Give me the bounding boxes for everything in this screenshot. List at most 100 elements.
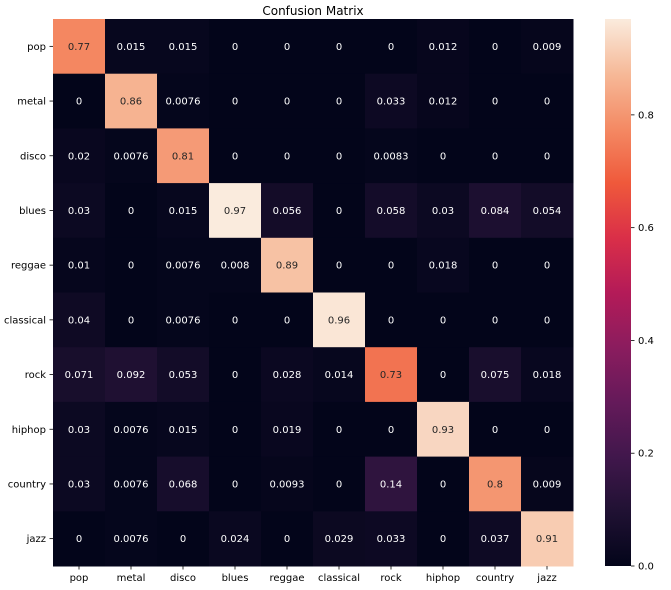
- heatmap-cell-jazz-pop: [53, 511, 106, 567]
- heatmap-cell-metal-hiphop: [417, 73, 470, 129]
- colorbar-tick-label-0: 0.0: [638, 562, 654, 573]
- cell-value-label-pop-classical: 0: [336, 42, 342, 53]
- cell-value-label-blues-hiphop: 0.03: [432, 206, 454, 217]
- cell-value-label-metal-rock: 0.033: [377, 97, 406, 108]
- heatmap-cell-disco-blues: [209, 128, 262, 184]
- heatmap-cell-reggae-jazz: [521, 237, 574, 293]
- cell-value-label-jazz-country: 0.037: [481, 534, 510, 545]
- cell-value-label-metal-pop: 0: [76, 97, 82, 108]
- heatmap-cell-hiphop-country: [469, 401, 522, 458]
- colorbar-tick-label-4: 0.8: [638, 110, 654, 121]
- heatmap-cell-disco-country: [469, 128, 522, 184]
- heatmap-cell-disco-classical: [313, 128, 366, 184]
- heatmap-cell-jazz-jazz: [521, 511, 574, 567]
- cell-value-label-jazz-rock: 0.033: [377, 534, 406, 545]
- heatmap-cell-disco-reggae: [261, 128, 314, 184]
- heatmap-cell-pop-pop: [53, 19, 106, 75]
- y-tick-label-metal: metal: [17, 97, 46, 108]
- cell-value-label-jazz-pop: 0: [76, 534, 82, 545]
- cell-value-label-rock-country: 0.075: [481, 370, 510, 381]
- heatmap-cell-metal-rock: [365, 73, 418, 129]
- heatmap-cell-pop-country: [469, 19, 522, 75]
- y-axis: pop metal disco blues reggae classical rock hip…: [4, 42, 53, 545]
- y-tick-label-classical: classical: [4, 315, 46, 326]
- heatmap-cell-classical-jazz: [521, 292, 574, 348]
- cell-value-label-disco-rock: 0.0083: [374, 151, 409, 162]
- heatmap-cell-blues-jazz: [521, 183, 574, 239]
- heatmap-cell-pop-hiphop: [417, 19, 470, 75]
- cell-value-label-hiphop-classical: 0: [336, 425, 342, 436]
- heatmap-cell-metal-metal: [105, 73, 158, 129]
- cell-value-label-pop-jazz: 0.009: [533, 42, 562, 53]
- cell-value-label-jazz-classical: 0.029: [325, 534, 354, 545]
- x-tick-label-classical: classical: [318, 573, 360, 584]
- heatmap-cell-jazz-country: [469, 511, 522, 567]
- cell-value-label-reggae-blues: 0.008: [221, 261, 250, 272]
- y-tick-label-reggae: reggae: [11, 261, 46, 272]
- heatmap-cell-country-metal: [105, 456, 158, 512]
- colorbar-tick-label-1: 0.2: [638, 449, 654, 460]
- x-tick-label-metal: metal: [117, 573, 146, 584]
- heatmap-cell-hiphop-rock: [365, 401, 418, 458]
- cell-value-label-country-blues: 0: [232, 479, 238, 490]
- heatmap-cell-hiphop-jazz: [521, 401, 574, 458]
- heatmap-cell-jazz-classical: [313, 511, 366, 567]
- cell-value-label-pop-hiphop: 0.012: [429, 42, 458, 53]
- cell-value-label-country-pop: 0.03: [68, 479, 90, 490]
- x-tick-label-jazz: jazz: [536, 573, 556, 584]
- cell-value-label-blues-pop: 0.03: [68, 206, 90, 217]
- heatmap-cell-reggae-pop: [53, 237, 106, 293]
- heatmap-cell-pop-disco: [157, 19, 210, 75]
- cell-value-label-country-hiphop: 0: [440, 479, 446, 490]
- cell-value-label-pop-rock: 0: [388, 42, 394, 53]
- cell-value-label-jazz-metal: 0.0076: [114, 534, 149, 545]
- y-tick-label-jazz: jazz: [26, 534, 46, 545]
- heatmap-cell-reggae-rock: [365, 237, 418, 293]
- heatmap-cell-blues-blues: [209, 183, 262, 239]
- heatmap-cell-labels: 0.77 0.015 0.015 0 0 0 0 0.012 0 0.009 0 0.86 0.0076…: [65, 42, 562, 545]
- heatmap-cell-pop-classical: [313, 19, 366, 75]
- colorbar-ticks: 0.0 0.2 0.4 0.6 0.8: [631, 110, 654, 573]
- cell-value-label-classical-country: 0: [492, 315, 498, 326]
- heatmap-cell-classical-pop: [53, 292, 106, 348]
- colorbar-tick-label-3: 0.6: [638, 223, 654, 234]
- heatmap-cell-rock-metal: [105, 347, 158, 403]
- cell-value-label-metal-country: 0: [492, 97, 498, 108]
- cell-value-label-pop-metal: 0.015: [117, 42, 146, 53]
- heatmap-cell-country-blues: [209, 456, 262, 512]
- x-axis: pop metal disco blues reggae classical rock hip…: [70, 566, 557, 584]
- cell-value-label-classical-jazz: 0: [544, 315, 550, 326]
- cell-value-label-hiphop-country: 0: [492, 425, 498, 436]
- heatmap-cell-metal-pop: [53, 73, 106, 129]
- heatmap-cell-disco-jazz: [521, 128, 574, 184]
- cell-value-label-rock-rock: 0.73: [380, 370, 402, 381]
- cell-value-label-blues-jazz: 0.054: [533, 206, 562, 217]
- cell-value-label-metal-jazz: 0: [544, 97, 550, 108]
- heatmap-cell-rock-hiphop: [417, 347, 470, 403]
- heatmap-cell-classical-metal: [105, 292, 158, 348]
- heatmap-cell-country-country: [469, 456, 522, 512]
- heatmap-cell-country-hiphop: [417, 456, 470, 512]
- heatmap-cell-hiphop-hiphop: [417, 401, 470, 458]
- heatmap-cell-pop-metal: [105, 19, 158, 75]
- cell-value-label-hiphop-metal: 0.0076: [114, 425, 149, 436]
- heatmap-cell-hiphop-pop: [53, 401, 106, 458]
- x-tick-label-pop: pop: [70, 573, 89, 584]
- cell-value-label-blues-rock: 0.058: [377, 206, 406, 217]
- cell-value-label-jazz-jazz: 0.91: [536, 534, 558, 545]
- cell-value-label-metal-classical: 0: [336, 97, 342, 108]
- heatmap-cell-metal-blues: [209, 73, 262, 129]
- x-tick-label-blues: blues: [222, 573, 249, 584]
- cell-value-label-country-classical: 0: [336, 479, 342, 490]
- cell-value-label-pop-disco: 0.015: [169, 42, 198, 53]
- heatmap-cell-jazz-reggae: [261, 511, 314, 567]
- cell-value-label-jazz-blues: 0.024: [221, 534, 250, 545]
- heatmap-cell-country-classical: [313, 456, 366, 512]
- cell-value-label-reggae-pop: 0.01: [68, 261, 90, 272]
- heatmap-cell-metal-country: [469, 73, 522, 129]
- heatmap-cell-classical-classical: [313, 292, 366, 348]
- heatmap-cell-country-jazz: [521, 456, 574, 512]
- heatmap-cell-disco-metal: [105, 128, 158, 184]
- heatmap-cell-blues-metal: [105, 183, 158, 239]
- heatmap-cell-blues-country: [469, 183, 522, 239]
